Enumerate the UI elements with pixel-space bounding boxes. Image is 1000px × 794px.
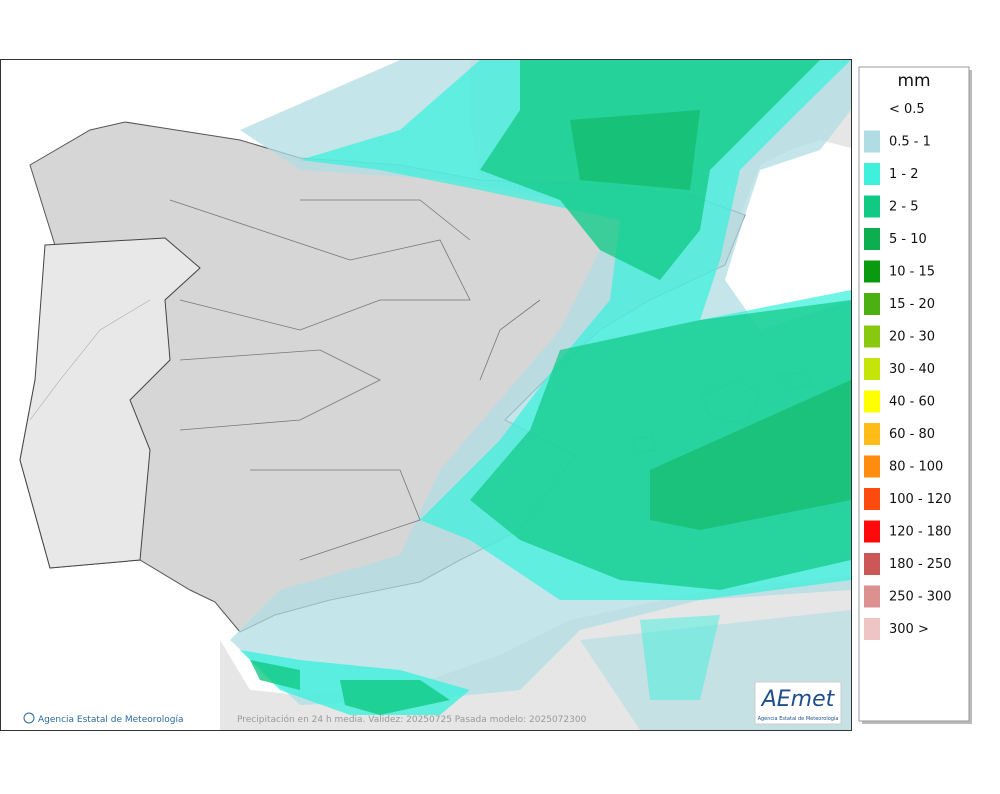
legend-swatch — [864, 358, 880, 380]
map-layers — [1, 60, 851, 730]
copyright-icon — [23, 712, 35, 724]
legend-swatch — [864, 585, 880, 608]
legend-swatch — [864, 163, 880, 185]
legend-swatch — [864, 195, 880, 218]
legend-label: 180 - 250 — [889, 557, 952, 572]
legend-items: < 0.5 0.5 - 1 1 - 2 2 - 5 5 - 10 10 - 15 15 - … — [864, 102, 952, 640]
footer-credit: Agencia Estatal de Meteorología — [38, 715, 184, 725]
legend-swatch — [864, 260, 880, 283]
legend-swatch — [864, 325, 880, 348]
legend-label: 2 - 5 — [889, 200, 919, 215]
legend-label: 30 - 40 — [889, 362, 935, 377]
legend-swatch — [864, 390, 880, 413]
legend-swatch — [864, 455, 880, 478]
legend-label: 250 - 300 — [889, 590, 952, 605]
logo-box — [754, 681, 842, 725]
legend-unit: mm — [897, 71, 930, 91]
legend-label: 60 - 80 — [889, 427, 935, 442]
legend-label: 40 - 60 — [889, 395, 935, 410]
legend-swatch — [864, 228, 880, 250]
logo-subtitle: Agencia Estatal de Meteorología — [758, 715, 839, 722]
legend-swatch — [864, 423, 880, 445]
legend-label: 120 - 180 — [889, 525, 952, 540]
footer-caption: Precipitación en 24 h media. Validez: 20… — [237, 714, 587, 725]
legend-label: 10 - 15 — [889, 265, 935, 280]
legend-label: 15 - 20 — [889, 297, 935, 312]
legend-label: 1 - 2 — [889, 167, 919, 182]
legend-swatch — [864, 130, 880, 153]
legend-label: 20 - 30 — [889, 330, 935, 345]
legend-label: 0.5 - 1 — [889, 135, 931, 150]
legend-swatch — [864, 488, 880, 510]
legend-swatch — [864, 293, 880, 315]
legend-label: 300 > — [889, 622, 929, 637]
legend-label: 80 - 100 — [889, 460, 943, 475]
legend-swatch — [864, 618, 880, 640]
legend-label: < 0.5 — [889, 102, 925, 117]
logo-title: AEmet — [760, 687, 836, 712]
legend-label: 5 - 10 — [889, 232, 927, 247]
legend-swatch — [864, 520, 880, 543]
legend-swatch — [864, 553, 880, 575]
legend-label: 100 - 120 — [889, 492, 952, 507]
